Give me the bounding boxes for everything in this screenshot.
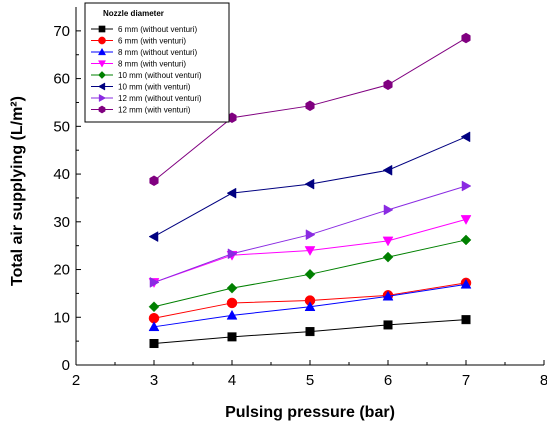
data-point: [226, 282, 238, 294]
legend-label: 12 mm (without venturi): [118, 94, 202, 103]
data-point: [383, 320, 393, 330]
data-point: [305, 100, 315, 112]
data-point: [226, 309, 238, 320]
series-2: [148, 277, 472, 324]
legend-label: 8 mm (without venturi): [118, 48, 197, 57]
x-axis-title: Pulsing pressure (bar): [225, 404, 395, 421]
data-point: [149, 339, 159, 349]
data-point: [304, 178, 315, 190]
legend-marker: [98, 36, 106, 45]
data-point: [383, 204, 394, 216]
series-6: [148, 131, 471, 243]
series-8: [149, 32, 471, 187]
legend-item: 12 mm (with venturi): [91, 106, 191, 115]
data-point: [461, 315, 471, 325]
data-point: [149, 276, 160, 288]
y-tick-label: 70: [53, 23, 70, 40]
x-tick-label: 6: [384, 372, 392, 389]
legend-item: 10 mm (without venturi): [91, 71, 202, 80]
legend-marker: [98, 71, 106, 79]
x-tick-label: 5: [306, 372, 314, 389]
x-tick-label: 8: [540, 372, 547, 389]
series-layer: [148, 32, 472, 349]
data-point: [460, 278, 472, 289]
legend-label: 6 mm (without venturi): [118, 25, 197, 34]
data-point: [383, 79, 393, 91]
data-point: [226, 297, 238, 309]
data-point: [305, 327, 315, 337]
legend-item: 6 mm (with venturi): [91, 37, 186, 46]
y-tick-label: 20: [53, 262, 70, 279]
legend-item: 8 mm (without venturi): [91, 47, 197, 57]
data-point: [461, 32, 471, 44]
data-point: [226, 187, 237, 199]
data-point: [461, 180, 472, 192]
legend-marker: [97, 47, 107, 56]
data-point: [382, 236, 394, 247]
legend-label: 8 mm (with venturi): [118, 60, 186, 69]
data-point: [227, 332, 237, 342]
legend-item: 6 mm (without venturi): [91, 25, 197, 34]
x-tick-label: 4: [228, 372, 236, 389]
series-1: [149, 315, 471, 349]
data-point: [148, 321, 160, 332]
data-point: [304, 301, 316, 312]
series-5: [148, 234, 472, 313]
data-point: [460, 234, 472, 246]
axes: 2 3 4 5 6 7 8 0 10 20 30 40 50 60 70 Pulsing pressure (…: [9, 7, 547, 421]
y-tick-label: 30: [53, 214, 70, 231]
series-7: [149, 180, 472, 288]
data-point: [382, 164, 393, 176]
y-tick-label: 0: [62, 357, 70, 374]
legend-item: 10 mm (with venturi): [91, 82, 191, 92]
legend-label: 12 mm (with venturi): [118, 106, 191, 115]
x-tick-label: 2: [72, 372, 80, 389]
data-point: [148, 231, 159, 243]
legend-box: [84, 2, 230, 123]
legend-marker: [98, 25, 106, 33]
data-point: [382, 290, 394, 301]
x-tick-label: 7: [462, 372, 470, 389]
legend-label: 10 mm (with venturi): [118, 83, 191, 92]
y-tick-label: 50: [53, 118, 70, 135]
legend-marker: [98, 93, 107, 103]
data-point: [305, 229, 316, 241]
data-point: [149, 175, 159, 187]
legend: Nozzle diameter 6 mm (without venturi) 6 m…: [84, 2, 230, 123]
y-axis-title: Total air supplying (L/m²): [9, 96, 26, 286]
legend-label: 6 mm (with venturi): [118, 37, 186, 46]
legend-label: 10 mm (without venturi): [118, 71, 202, 80]
legend-marker: [98, 105, 106, 114]
series-3: [148, 278, 472, 332]
legend-item: 12 mm (without venturi): [91, 93, 202, 103]
data-point: [304, 246, 316, 256]
data-point: [460, 131, 471, 143]
legend-marker: [97, 60, 107, 68]
y-tick-label: 10: [53, 309, 70, 326]
data-point: [304, 268, 316, 280]
data-point: [227, 248, 238, 260]
y-tick-label: 40: [53, 166, 70, 183]
data-point: [382, 251, 394, 263]
y-tick-label: 60: [53, 71, 70, 88]
data-point: [148, 301, 160, 313]
data-point: [460, 215, 472, 225]
legend-item: 8 mm (with venturi): [91, 60, 186, 69]
legend-title: Nozzle diameter: [103, 9, 164, 18]
x-tick-label: 3: [150, 372, 158, 389]
legend-marker: [97, 82, 106, 91]
